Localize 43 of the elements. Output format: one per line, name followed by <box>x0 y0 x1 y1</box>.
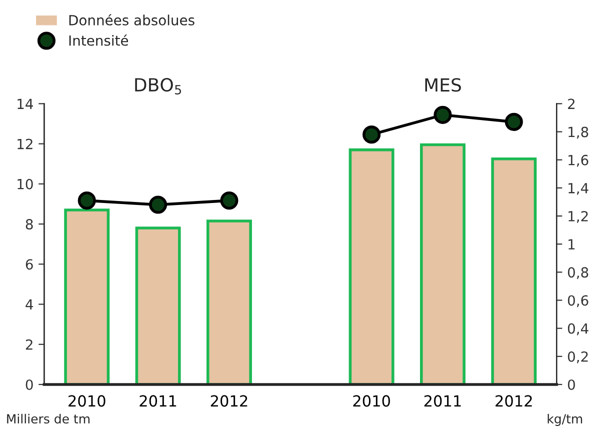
bar <box>135 226 181 384</box>
y2-tick-label: 1,8 <box>568 126 588 139</box>
point <box>504 112 523 131</box>
y2-tick-label: 0,4 <box>568 323 588 336</box>
y-tick-label: 12 <box>18 138 32 150</box>
text: DBO$_{5}$ <box>135 78 182 94</box>
y2-axis-title: kg/tm <box>548 414 582 426</box>
x-axis-title: Milliers de tm <box>7 414 90 424</box>
bar <box>420 143 466 384</box>
point <box>220 192 238 210</box>
y2-tick-label: 1,6 <box>568 154 588 167</box>
legend-label: Intensité <box>69 34 128 46</box>
y-tick-label: 6 <box>26 259 33 270</box>
y2-tick-label: 2 <box>568 98 574 109</box>
y2-tick-label: 1,4 <box>568 183 588 195</box>
x-tick-label: 2011 <box>140 395 176 407</box>
y-tick-label: 2 <box>26 339 32 350</box>
x-tick-label: 2010 <box>68 395 106 407</box>
y2-tick-label: 1,2 <box>568 210 588 223</box>
text: MES <box>425 78 461 92</box>
y2-tick-label: 0 <box>568 379 575 390</box>
x-tick-label: 2010 <box>353 395 390 407</box>
x-tick-label: 2012 <box>210 395 248 407</box>
bar <box>64 208 110 384</box>
point <box>78 192 96 210</box>
x-tick-label: 2012 <box>496 395 532 407</box>
y-tick-label: 4 <box>26 299 33 310</box>
legend-label: Données absolues <box>69 14 194 26</box>
x-tick-label: 2011 <box>424 395 461 407</box>
y-tick-label: 8 <box>26 218 33 230</box>
point <box>149 196 168 214</box>
y-tick-label: 14 <box>18 98 33 109</box>
bar <box>206 220 252 384</box>
bar <box>491 157 537 384</box>
bar <box>348 148 394 384</box>
y2-tick-label: 0,8 <box>568 267 588 280</box>
y2-tick-label: 0,6 <box>568 295 588 308</box>
point <box>434 106 452 124</box>
y-tick-label: 0 <box>26 379 33 390</box>
y-tick-label: 10 <box>18 178 33 190</box>
point <box>362 126 381 144</box>
y2-tick-label: 1 <box>568 239 575 250</box>
y2-tick-label: 0,2 <box>568 351 588 364</box>
